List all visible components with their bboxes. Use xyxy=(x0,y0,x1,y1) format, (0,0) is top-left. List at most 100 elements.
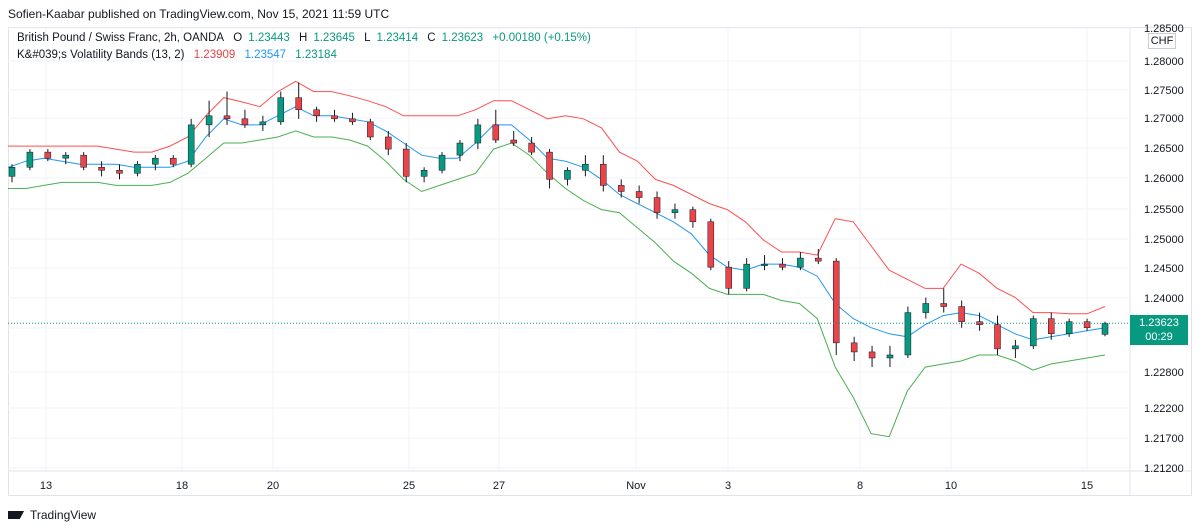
candle-body xyxy=(1065,321,1073,335)
tradingview-logo-icon xyxy=(8,509,24,521)
candle-body xyxy=(438,154,446,171)
ohlc-high: 1.23645 xyxy=(313,32,355,44)
ohlc-open-label: O xyxy=(233,32,243,44)
candle-body xyxy=(850,342,858,353)
candle-body xyxy=(832,260,840,344)
candle-body xyxy=(420,170,428,177)
y-tick-label: 1.21200 xyxy=(1144,463,1184,475)
candle-body xyxy=(187,124,195,165)
x-tick-label: 27 xyxy=(493,480,505,492)
candle-body xyxy=(385,136,392,150)
candle-body xyxy=(205,115,213,126)
x-tick-label: 10 xyxy=(945,480,957,492)
y-tick-label: 1.24500 xyxy=(1144,263,1184,275)
candle-body xyxy=(1012,345,1019,350)
x-tick-label: 8 xyxy=(857,480,863,492)
candle-body xyxy=(134,163,141,174)
candle-body xyxy=(152,157,159,165)
candle-body xyxy=(958,306,965,322)
candle-body xyxy=(1047,318,1055,335)
candle-body xyxy=(456,142,464,156)
y-tick-label: 1.21700 xyxy=(1144,433,1184,445)
candle-body xyxy=(331,115,338,120)
footer-brand[interactable]: TradingView xyxy=(30,508,97,522)
y-tick-label: 1.28500 xyxy=(1144,23,1184,35)
candle-body xyxy=(689,209,697,223)
lower-band-value: 1.23184 xyxy=(295,49,337,61)
symbol-name[interactable]: British Pound / Swiss Franc, 2h, OANDA xyxy=(17,32,225,44)
last-price-label: 1.23623 00:29 xyxy=(1130,315,1188,345)
candle-body xyxy=(349,118,356,123)
ohlc-high-label: H xyxy=(299,32,308,44)
candle-body xyxy=(546,151,553,180)
candle-body xyxy=(295,97,302,110)
y-tick-label: 1.28000 xyxy=(1144,56,1184,68)
candle-body xyxy=(1101,323,1109,335)
candle-body xyxy=(815,257,822,262)
candle-body xyxy=(707,221,715,268)
candle-body xyxy=(994,324,1001,350)
y-tick-label: 1.25000 xyxy=(1144,234,1184,246)
candle-body xyxy=(62,154,70,159)
candle-body xyxy=(653,197,661,213)
candle-body xyxy=(1030,318,1037,347)
candle-body xyxy=(743,263,750,289)
publisher-line: Sofien-Kaabar published on TradingView.c… xyxy=(8,7,390,21)
x-tick-label: 13 xyxy=(40,480,52,492)
chart-frame xyxy=(8,27,1192,496)
upper-band-value: 1.23909 xyxy=(193,49,236,61)
x-tick-label: 3 xyxy=(725,480,731,492)
candle-body xyxy=(922,303,930,313)
candle-body xyxy=(241,118,249,126)
candle-body xyxy=(80,154,87,168)
candle-body xyxy=(402,148,410,177)
candle-body xyxy=(635,191,643,198)
candle-body xyxy=(564,170,571,180)
x-tick-label: 18 xyxy=(176,480,188,492)
candle-body xyxy=(223,115,231,120)
ohlc-close: 1.23623 xyxy=(441,32,484,44)
middle-band-line xyxy=(7,106,1106,341)
candle-body xyxy=(313,109,320,117)
ohlc-low-label: L xyxy=(364,32,371,44)
candle-body xyxy=(26,151,34,168)
candle-body xyxy=(725,266,732,289)
y-tick-label: 1.26000 xyxy=(1144,173,1184,185)
candle-body xyxy=(761,263,768,266)
footer: TradingView xyxy=(8,508,96,522)
indicator-name[interactable]: K&#039;s Volatility Bands (13, 2) xyxy=(17,49,185,61)
candle-body xyxy=(868,351,876,359)
bar-countdown: 00:29 xyxy=(1145,331,1173,343)
candle-body xyxy=(600,163,607,186)
candle-body xyxy=(277,97,285,123)
x-tick-label: Nov xyxy=(626,480,646,492)
candle-body xyxy=(940,303,947,307)
candle-body xyxy=(510,139,517,144)
y-tick-label: 1.22800 xyxy=(1144,367,1184,379)
candle-body xyxy=(259,121,267,126)
y-tick-label: 1.27000 xyxy=(1144,113,1184,125)
candle-body xyxy=(98,167,105,171)
y-tick-label: 1.26500 xyxy=(1144,143,1184,155)
ohlc-open: 1.23443 xyxy=(248,32,290,44)
lower-band-line xyxy=(8,130,1106,438)
x-tick-label: 25 xyxy=(403,480,415,492)
price-change: +0.00180 (+0.15%) xyxy=(492,32,591,44)
ohlc-close-label: C xyxy=(427,32,436,44)
candle-body xyxy=(904,312,912,356)
y-tick-label: 1.25500 xyxy=(1144,204,1184,216)
candle-body xyxy=(1083,321,1091,328)
candle-body xyxy=(528,142,535,153)
y-tick-label: 1.22200 xyxy=(1144,403,1184,415)
candle-body xyxy=(797,257,804,268)
candle-body xyxy=(44,151,52,159)
x-tick-label: 15 xyxy=(1081,480,1093,492)
currency-label: CHF xyxy=(1148,33,1176,49)
candle-body xyxy=(170,157,177,165)
y-tick-label: 1.27500 xyxy=(1144,85,1184,97)
candle-body xyxy=(671,209,679,213)
candle-body xyxy=(582,163,589,171)
y-tick-label: 1.24000 xyxy=(1144,293,1184,305)
candle-body xyxy=(116,170,123,174)
